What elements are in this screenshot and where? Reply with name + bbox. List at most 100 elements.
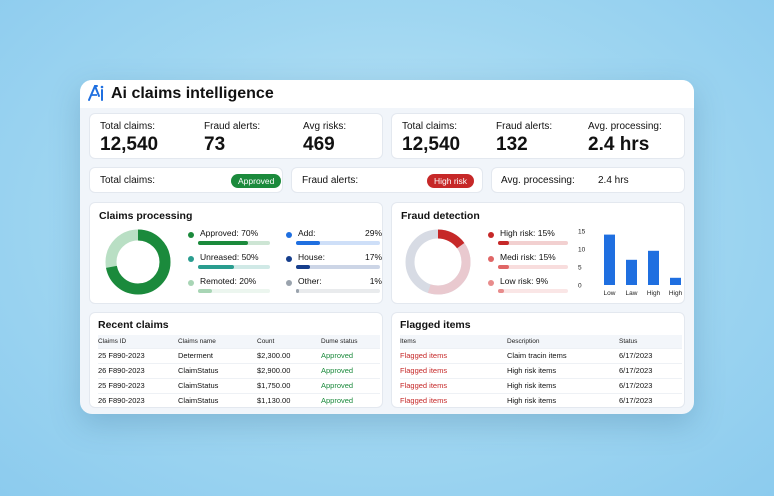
stat-value: 12,540 [100, 134, 159, 155]
column-header: Dume status [321, 335, 380, 348]
legend-dot-icon [188, 256, 194, 262]
progress-fill [498, 265, 509, 269]
table-cell: Flagged items [400, 392, 507, 408]
progress-track [296, 265, 380, 269]
table-cell: 6/17/2023 [619, 362, 682, 378]
donut-segment-high [405, 229, 471, 295]
fraud-donut-chart [405, 229, 471, 295]
section-title: Flagged items [400, 319, 471, 331]
table-cell: ClaimStatus [178, 362, 257, 378]
table-row[interactable]: 25 F890-2023 ClaimStatus $1,750.00 Approved [98, 377, 380, 393]
legend-value: 17% [364, 252, 382, 262]
progress-track [296, 289, 380, 293]
x-tick-label: High [647, 290, 661, 297]
status-label: Avg. processing: [501, 175, 575, 186]
table-cell: Flagged items [400, 362, 507, 378]
table-cell: High risk items [507, 377, 619, 393]
table-cell: $1,130.00 [257, 392, 321, 408]
stat-value: 12,540 [402, 134, 461, 155]
section-title: Fraud detection [401, 210, 480, 222]
progress-track [296, 241, 380, 245]
status-card-processing: Avg. processing: 2.4 hrs [491, 167, 685, 193]
table-cell: 6/17/2023 [619, 347, 682, 363]
table-cell: Approved [321, 377, 380, 393]
legend-value: 1% [369, 276, 382, 286]
stat-value: 469 [303, 134, 335, 155]
x-tick-label: Law [626, 290, 638, 297]
progress-track [198, 289, 270, 293]
table-cell: Claim tracin items [507, 347, 619, 363]
donut-segment-approved [105, 229, 171, 295]
table-cell: 6/17/2023 [619, 377, 682, 393]
progress-fill [498, 241, 509, 245]
stat-label: Total claims: [402, 121, 458, 132]
table-cell: High risk items [507, 392, 619, 408]
flagged-items-card: Flagged items Items Description Status Fla… [391, 312, 685, 408]
stat-label: Fraud alerts: [204, 121, 261, 132]
chart-bar [670, 277, 681, 285]
progress-track [498, 289, 568, 293]
legend-dot-icon [488, 256, 494, 262]
legend-label: Add: [298, 228, 316, 238]
recent-claims-card: Recent claims Claims ID Claims name Count D… [89, 312, 383, 408]
y-tick-label: 5 [578, 265, 582, 272]
approved-badge: Approved [231, 174, 282, 188]
table-cell: 25 F890-2023 [98, 377, 178, 393]
status-label: Fraud alerts: [302, 175, 359, 186]
table-row[interactable]: Flagged items Claim tracin items 6/17/2023 [400, 347, 682, 363]
column-header: Status [619, 335, 682, 348]
stat-value: 73 [204, 134, 226, 155]
stat-label: Avg. processing: [588, 121, 662, 132]
x-tick-label: High [669, 290, 682, 297]
table-cell: Approved [321, 392, 380, 408]
legend-row: Medi risk: 15% [488, 252, 570, 274]
stats-card-left: Total claims: 12,540 Fraud alerts: 73 Av… [89, 113, 383, 159]
table-row[interactable]: 25 F890-2023 Determent $2,300.00 Approved [98, 347, 380, 363]
fraud-bar-chart: 15 10 5 0 Low Law High High [578, 229, 682, 298]
chart-bar [604, 234, 615, 285]
legend-row: Add: 29% [286, 228, 382, 250]
column-header: Description [507, 335, 619, 348]
y-tick-label: 15 [578, 229, 586, 236]
column-header: Count [257, 335, 321, 348]
table-cell: Flagged items [400, 377, 507, 393]
table-row[interactable]: 26 F890-2023 ClaimStatus $1,130.00 Approved [98, 392, 380, 408]
legend-label: Other: [298, 276, 322, 286]
legend-dot-icon [488, 280, 494, 286]
stats-card-right: Total claims: 12,540 Fraud alerts: 132 A… [391, 113, 685, 159]
progress-track [498, 241, 568, 245]
legend-dot-icon [286, 256, 292, 262]
app-title: Ai claims intelligence [111, 85, 274, 102]
progress-track [198, 241, 270, 245]
progress-fill [296, 265, 311, 269]
table-row[interactable]: Flagged items High risk items 6/17/2023 [400, 377, 682, 393]
legend-dot-icon [188, 280, 194, 286]
stat-value: 132 [496, 134, 528, 155]
table-cell: Determent [178, 347, 257, 363]
table-row[interactable]: Flagged items High risk items 6/17/2023 [400, 362, 682, 378]
legend-dot-icon [188, 232, 194, 238]
table-cell: High risk items [507, 362, 619, 378]
legend-dot-icon [286, 232, 292, 238]
table-cell: $1,750.00 [257, 377, 321, 393]
ai-logo-icon [88, 85, 104, 101]
column-header: Claims name [178, 335, 257, 348]
legend-label: Remoted: 20% [200, 276, 257, 286]
progress-track [498, 265, 568, 269]
recent-claims-table: Claims ID Claims name Count Dume status 25 … [98, 335, 380, 408]
legend-value: 29% [364, 228, 382, 238]
title-bar: Ai claims intelligence [80, 80, 694, 108]
progress-fill [296, 241, 321, 245]
legend-row: Remoted: 20% [188, 276, 272, 298]
table-cell: Approved [321, 362, 380, 378]
legend-row: High risk: 15% [488, 228, 570, 250]
table-cell: 26 F890-2023 [98, 362, 178, 378]
table-row[interactable]: 26 F890-2023 ClaimStatus $2,900.00 Approved [98, 362, 380, 378]
table-row[interactable]: Flagged items High risk items 6/17/2023 [400, 392, 682, 408]
x-tick-label: Low [604, 290, 616, 297]
table-cell: Flagged items [400, 347, 507, 363]
dashboard-window: Ai claims intelligence Total claims: 12,… [80, 80, 694, 414]
chart-bar [648, 250, 659, 285]
section-title: Recent claims [98, 319, 169, 331]
legend-row: Low risk: 9% [488, 276, 570, 298]
